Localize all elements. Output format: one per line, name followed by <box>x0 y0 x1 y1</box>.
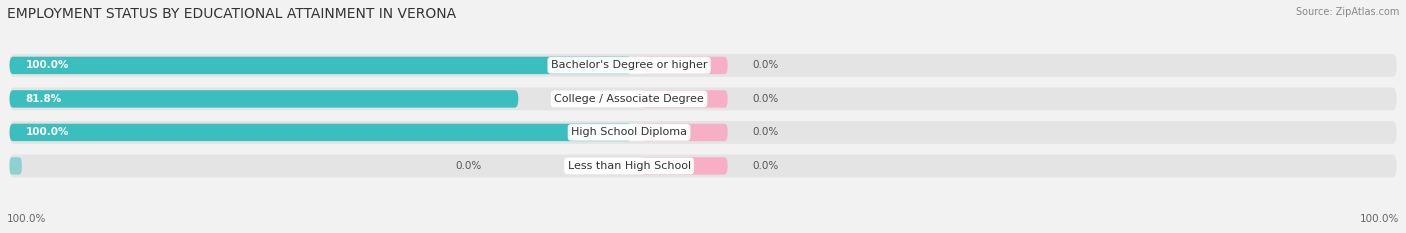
Text: 100.0%: 100.0% <box>7 214 46 224</box>
Text: 0.0%: 0.0% <box>752 161 779 171</box>
FancyBboxPatch shape <box>10 88 1396 110</box>
Text: Less than High School: Less than High School <box>568 161 690 171</box>
FancyBboxPatch shape <box>10 154 1396 177</box>
FancyBboxPatch shape <box>10 90 519 108</box>
FancyBboxPatch shape <box>10 54 1396 77</box>
Text: 100.0%: 100.0% <box>1360 214 1399 224</box>
Text: College / Associate Degree: College / Associate Degree <box>554 94 704 104</box>
FancyBboxPatch shape <box>641 124 728 141</box>
Text: 81.8%: 81.8% <box>25 94 62 104</box>
Text: EMPLOYMENT STATUS BY EDUCATIONAL ATTAINMENT IN VERONA: EMPLOYMENT STATUS BY EDUCATIONAL ATTAINM… <box>7 7 456 21</box>
FancyBboxPatch shape <box>10 157 22 175</box>
Text: 100.0%: 100.0% <box>25 60 69 70</box>
Text: Source: ZipAtlas.com: Source: ZipAtlas.com <box>1295 7 1399 17</box>
Text: High School Diploma: High School Diploma <box>571 127 688 137</box>
Text: 0.0%: 0.0% <box>752 94 779 104</box>
Text: Bachelor's Degree or higher: Bachelor's Degree or higher <box>551 60 707 70</box>
FancyBboxPatch shape <box>10 57 631 74</box>
FancyBboxPatch shape <box>10 124 631 141</box>
Text: 100.0%: 100.0% <box>25 127 69 137</box>
FancyBboxPatch shape <box>641 90 728 108</box>
Text: 0.0%: 0.0% <box>752 60 779 70</box>
Text: 0.0%: 0.0% <box>456 161 481 171</box>
Text: 0.0%: 0.0% <box>752 127 779 137</box>
FancyBboxPatch shape <box>10 121 1396 144</box>
FancyBboxPatch shape <box>641 157 728 175</box>
FancyBboxPatch shape <box>641 57 728 74</box>
